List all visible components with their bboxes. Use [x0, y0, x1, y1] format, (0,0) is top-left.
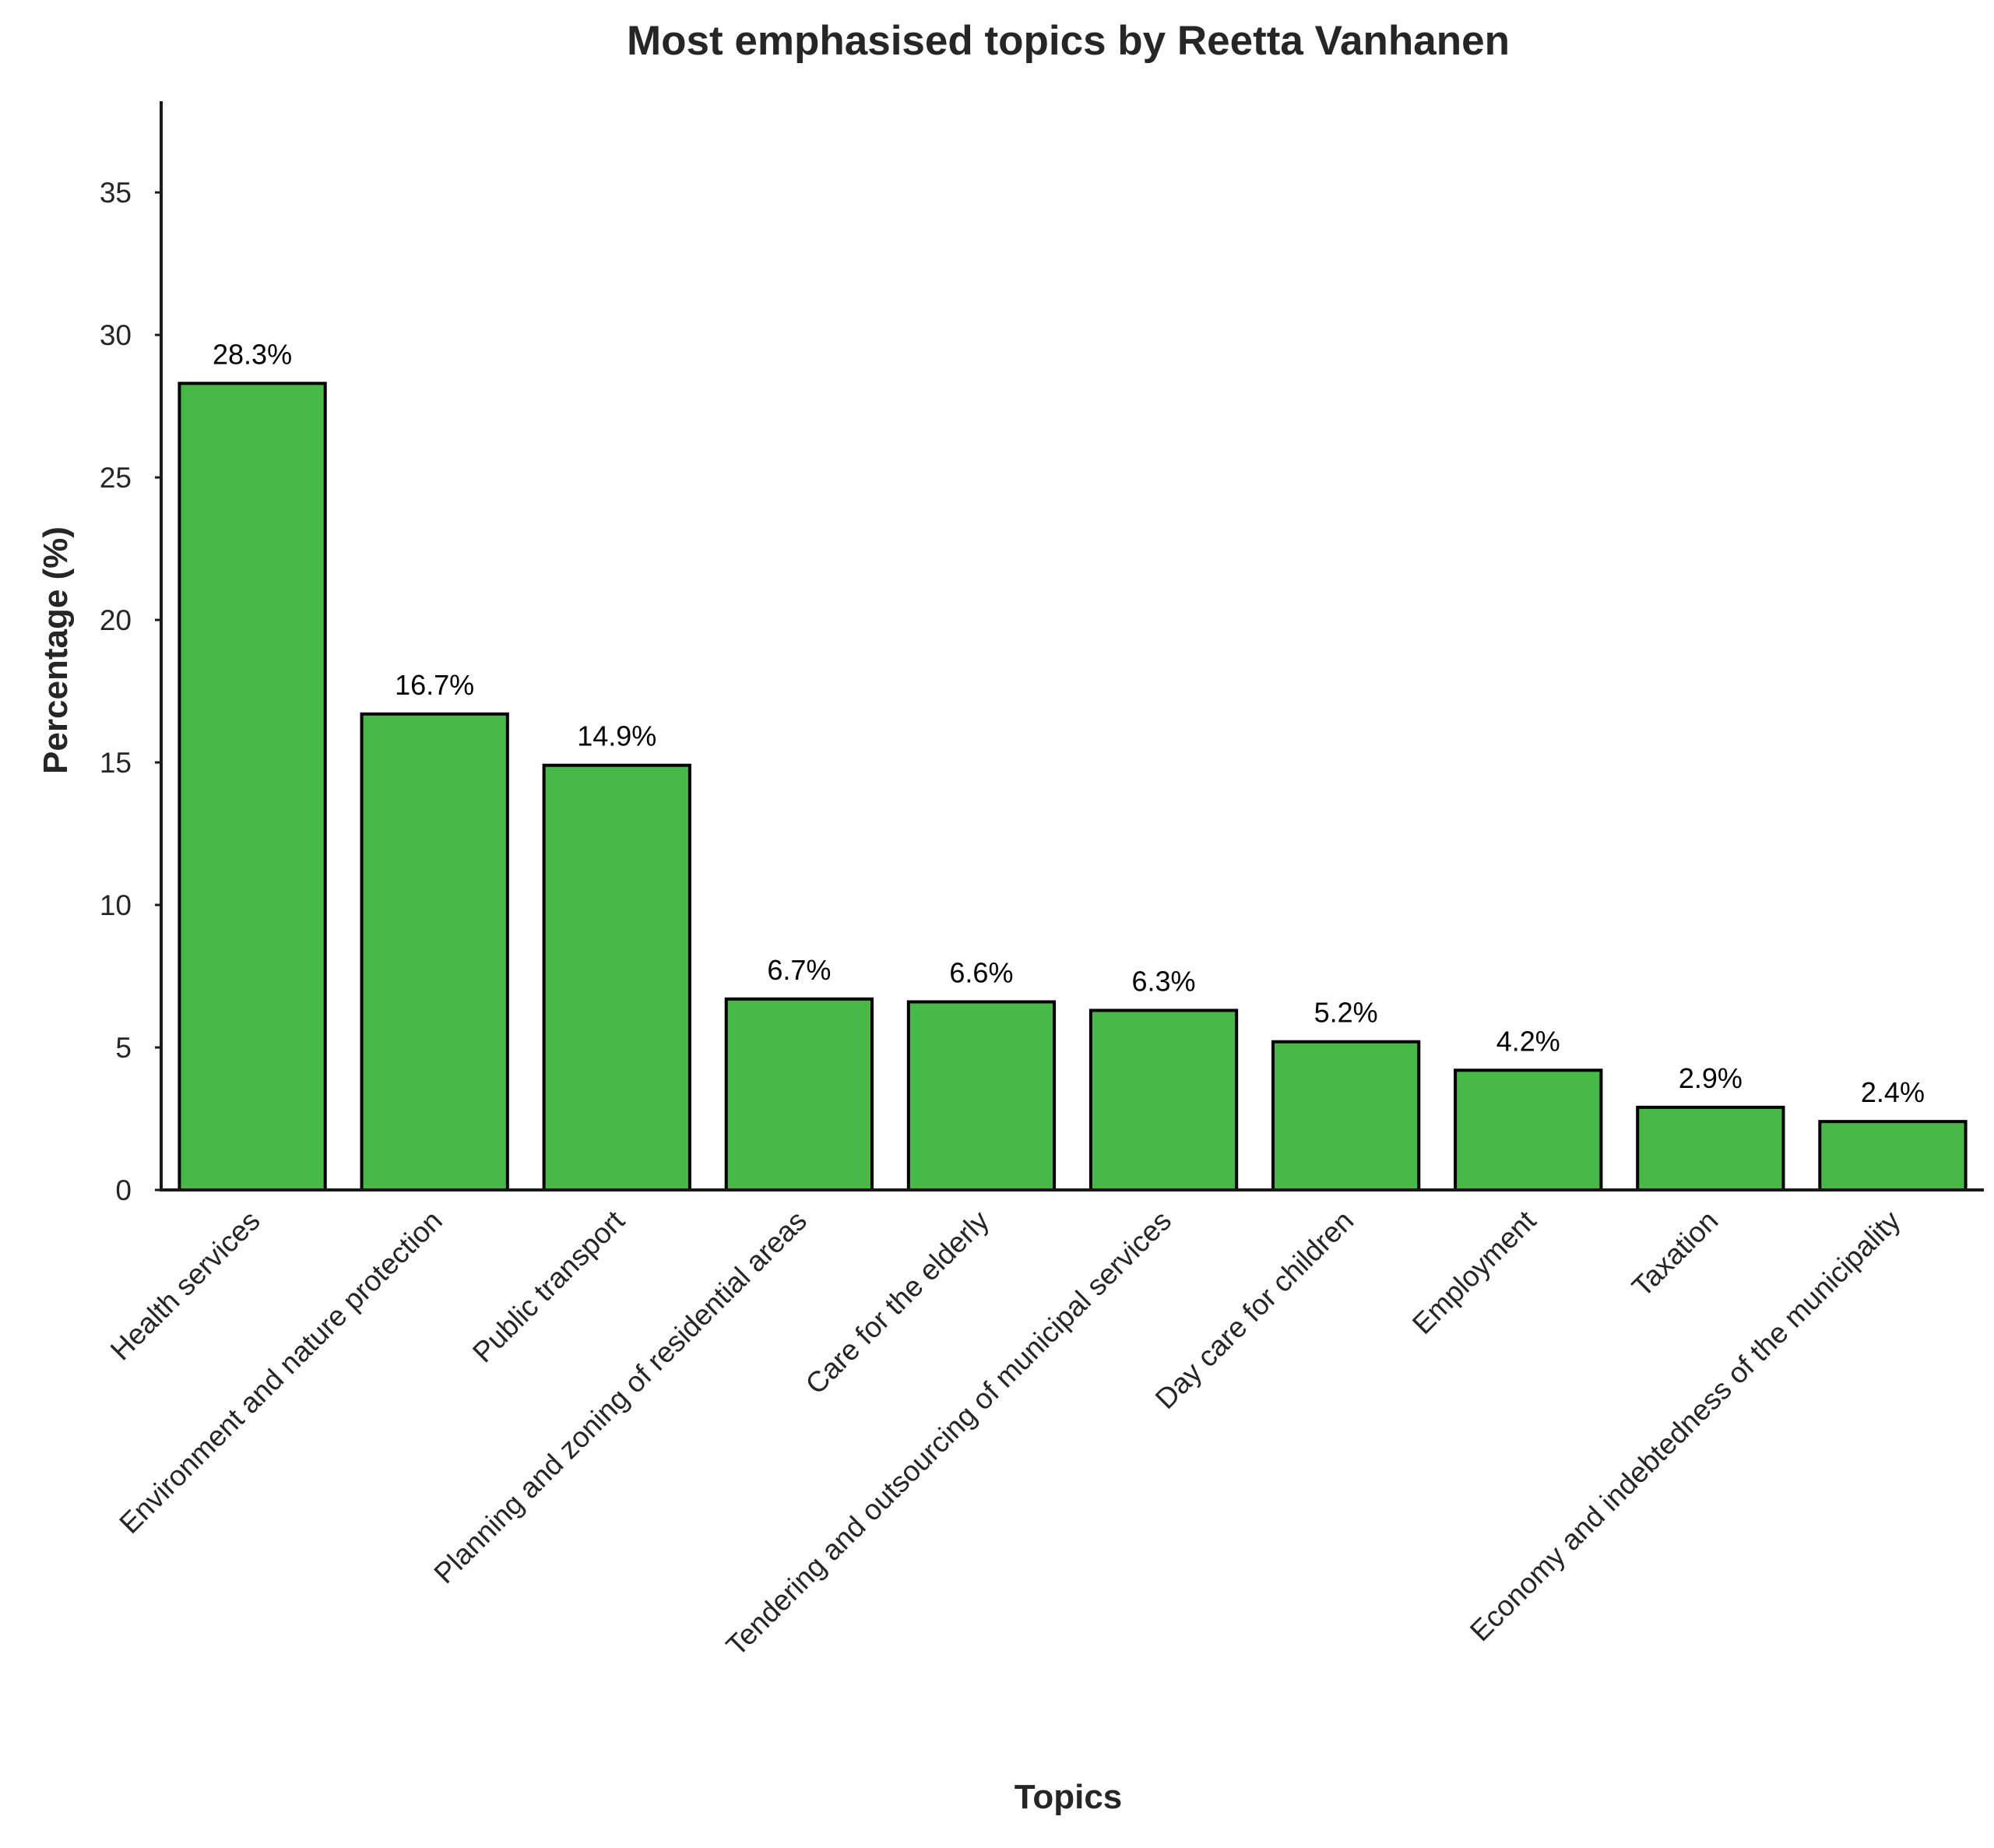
y-axis-ticks: 0 5 10 15 20 25 30 35 [100, 177, 161, 1206]
x-tick-label: Planning and zoning of residential areas [428, 1205, 813, 1589]
bar [906, 1000, 1057, 1192]
y-tick-label: 30 [100, 319, 132, 351]
y-tick-label: 25 [100, 462, 132, 494]
bars-layer [178, 382, 1968, 1192]
bar [542, 763, 691, 1192]
x-tick-label: Day care for children [1149, 1205, 1359, 1415]
bar [360, 712, 509, 1192]
x-axis-label: Topics [1015, 1778, 1123, 1816]
y-tick-label: 35 [100, 177, 132, 209]
x-tick-label: Public transport [466, 1204, 631, 1368]
bar-value-label: 14.9% [577, 720, 656, 752]
bar [724, 997, 874, 1192]
bar [1636, 1105, 1785, 1192]
bar-value-label: 6.3% [1132, 965, 1196, 997]
y-tick-label: 20 [100, 604, 132, 636]
bar-value-label: 5.2% [1314, 997, 1378, 1029]
x-tick-label: Environment and nature protection [113, 1205, 448, 1540]
x-tick-label: Health services [104, 1205, 266, 1367]
x-tick-label: Care for the elderly [800, 1204, 996, 1400]
bar-value-label: 28.3% [213, 338, 292, 370]
bar [1818, 1120, 1968, 1192]
bar-value-label: 6.7% [767, 954, 831, 986]
bar [1271, 1040, 1421, 1192]
bar-value-label: 16.7% [395, 669, 474, 701]
bar-value-label: 4.2% [1496, 1025, 1560, 1057]
x-tick-label: Economy and indebtedness of the municipa… [1464, 1204, 1907, 1647]
bar-value-label: 6.6% [949, 956, 1013, 988]
y-tick-label: 10 [100, 889, 132, 921]
y-tick-label: 5 [115, 1032, 132, 1064]
y-tick-label: 15 [100, 747, 132, 779]
bar [1454, 1068, 1603, 1192]
y-tick-label: 0 [115, 1174, 132, 1206]
bar [1088, 1008, 1239, 1192]
bar-value-label: 2.4% [1861, 1076, 1925, 1108]
data-labels-layer: 28.3% 16.7% 14.9% 6.7% 6.6% 6.3% 5.2% 4.2% 2.9% 2… [213, 338, 1925, 1108]
x-tick-label: Taxation [1626, 1205, 1724, 1303]
bar-value-label: 2.9% [1679, 1062, 1743, 1094]
bar [178, 382, 327, 1192]
x-tick-label: Employment [1406, 1204, 1542, 1340]
chart-title: Most emphasised topics by Reetta Vanhane… [627, 18, 1510, 64]
y-axis-label: Percentage (%) [37, 526, 75, 774]
